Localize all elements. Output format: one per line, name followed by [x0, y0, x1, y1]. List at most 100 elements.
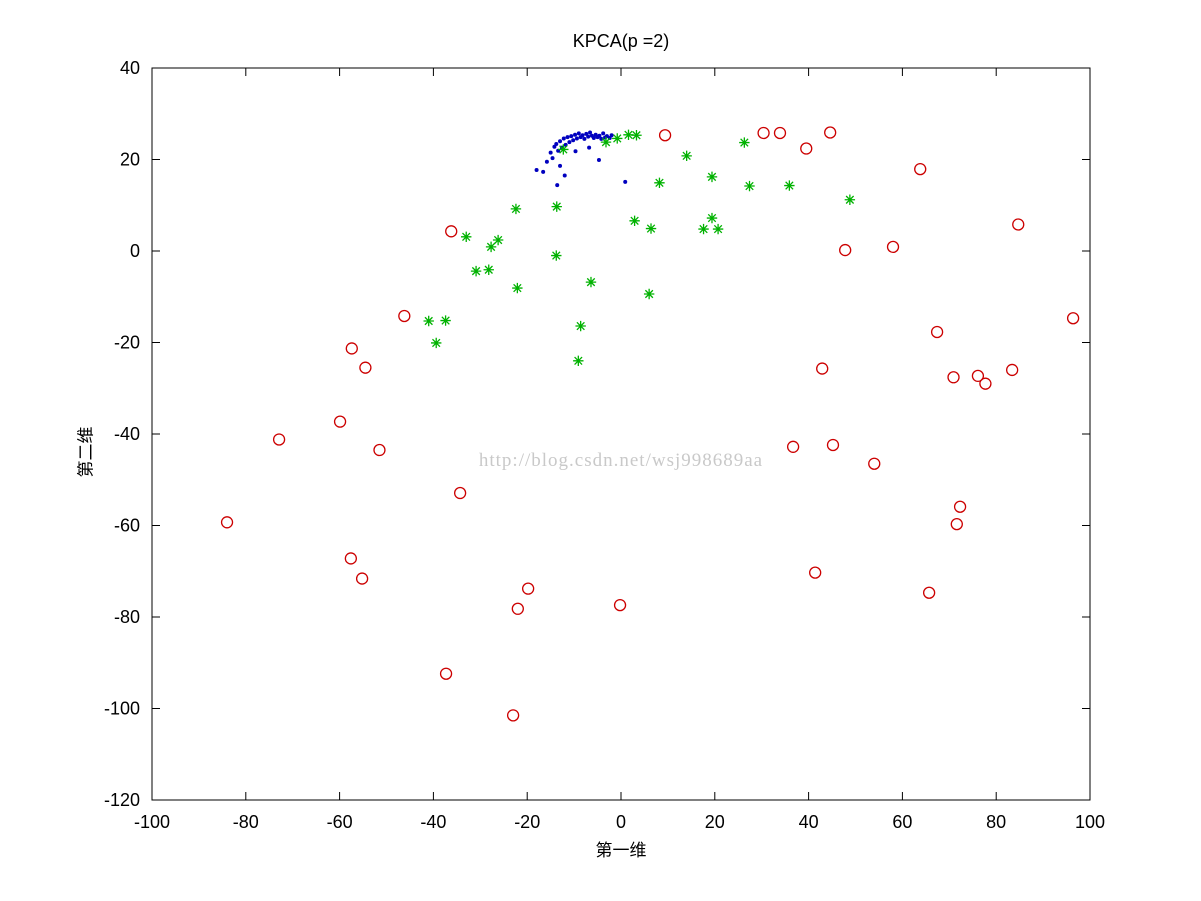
data-point-red-circles: [511, 602, 524, 615]
data-point-blue-dots: [580, 133, 585, 138]
y-tick-label: -20: [114, 333, 140, 353]
data-point-red-circles: [824, 126, 837, 139]
data-point-blue-dots: [574, 136, 579, 141]
data-point-blue-dots: [534, 168, 539, 173]
data-point-blue-dots: [596, 157, 601, 162]
data-point-red-circles: [453, 486, 467, 500]
data-point-blue-dots: [573, 149, 578, 154]
data-point-blue-dots: [597, 133, 602, 138]
data-point-blue-dots: [558, 139, 563, 144]
data-point-green-asterisks: [431, 337, 442, 349]
data-point-blue-dots: [550, 156, 555, 161]
data-point-green-asterisks: [483, 264, 494, 275]
data-point-red-circles: [272, 433, 286, 446]
data-point-green-asterisks: [844, 194, 856, 205]
data-point-red-circles: [947, 371, 960, 384]
data-point-blue-dots: [554, 141, 559, 146]
data-point-green-asterisks: [461, 231, 472, 243]
x-tick-label: -20: [514, 812, 540, 832]
data-point-red-circles: [613, 598, 627, 612]
data-point-red-circles: [506, 709, 520, 722]
data-point-red-circles: [1012, 218, 1025, 231]
x-tick-label: 40: [799, 812, 819, 832]
data-point-red-circles: [521, 582, 535, 595]
data-point-green-asterisks: [551, 250, 562, 261]
data-point-red-circles: [930, 325, 944, 339]
data-point-red-circles: [800, 142, 813, 155]
data-point-green-asterisks: [485, 241, 497, 253]
data-point-red-circles: [971, 369, 985, 383]
data-point-green-asterisks: [585, 276, 597, 288]
data-point-green-asterisks: [706, 212, 718, 224]
data-point-red-circles: [757, 126, 770, 140]
data-point-green-asterisks: [600, 136, 612, 148]
data-point-green-asterisks: [631, 130, 642, 141]
data-point-green-asterisks: [712, 223, 724, 235]
y-tick-label: -80: [114, 607, 140, 627]
data-point-blue-dots: [548, 150, 553, 155]
y-tick-label: -60: [114, 516, 140, 536]
data-point-red-circles: [1066, 312, 1080, 325]
data-point-blue-dots: [601, 131, 606, 136]
x-tick-label: 100: [1075, 812, 1105, 832]
x-tick-label: -100: [134, 812, 170, 832]
data-point-blue-dots: [561, 136, 566, 141]
data-point-blue-dots: [569, 134, 574, 139]
data-point-green-asterisks: [575, 320, 586, 332]
y-tick-label: -120: [104, 790, 140, 810]
data-point-red-circles: [922, 586, 936, 599]
data-point-blue-dots: [541, 169, 546, 174]
data-point-blue-dots: [587, 145, 592, 150]
data-point-blue-dots: [565, 135, 570, 140]
data-point-red-circles: [914, 162, 927, 176]
data-point-green-asterisks: [440, 315, 451, 326]
data-point-red-circles: [839, 243, 852, 257]
x-tick-label: -40: [420, 812, 446, 832]
data-point-blue-dots: [558, 163, 563, 168]
data-point-blue-dots: [544, 159, 549, 164]
data-point-green-asterisks: [558, 144, 569, 155]
data-point-green-asterisks: [623, 129, 634, 140]
data-point-green-asterisks: [654, 177, 665, 189]
y-axis-label: 第二维: [76, 426, 96, 478]
data-point-green-asterisks: [698, 223, 709, 235]
data-point-red-circles: [979, 377, 992, 390]
data-point-green-asterisks: [612, 133, 623, 144]
data-point-red-circles: [345, 342, 358, 355]
x-tick-label: -60: [327, 812, 353, 832]
data-point-blue-dots: [562, 173, 567, 178]
data-point-green-asterisks: [512, 282, 523, 294]
x-axis-label: 第一维: [595, 841, 647, 860]
data-point-green-asterisks: [551, 201, 562, 212]
data-point-red-circles: [439, 667, 453, 680]
data-point-red-circles: [809, 566, 822, 579]
data-point-red-circles: [355, 572, 369, 585]
data-point-green-asterisks: [492, 234, 504, 246]
data-point-green-asterisks: [744, 180, 755, 192]
x-tick-label: 0: [616, 812, 626, 832]
data-point-red-circles: [773, 126, 787, 140]
data-point-blue-dots: [576, 131, 581, 136]
data-point-green-asterisks: [573, 355, 584, 366]
data-point-blue-dots: [555, 183, 560, 188]
data-point-blue-dots: [588, 130, 593, 135]
y-tick-label: 20: [120, 150, 140, 170]
data-point-red-circles: [1005, 363, 1019, 377]
data-point-green-asterisks: [784, 180, 795, 191]
data-point-red-circles: [398, 309, 411, 323]
data-point-green-asterisks: [681, 150, 692, 162]
data-point-green-asterisks: [645, 223, 657, 234]
chart-title: KPCA(p =2): [572, 31, 670, 51]
data-point-red-circles: [786, 440, 800, 453]
data-point-red-circles: [658, 129, 672, 142]
data-point-blue-dots: [586, 134, 591, 139]
data-point-blue-dots: [567, 140, 572, 145]
data-point-red-circles: [359, 361, 372, 374]
data-point-red-circles: [826, 438, 840, 452]
watermark-text: http://blog.csdn.net/wsj998689aa: [478, 450, 764, 471]
data-point-blue-dots: [623, 179, 628, 184]
data-point-blue-dots: [573, 132, 578, 137]
y-tick-label: -100: [104, 699, 140, 719]
data-point-blue-dots: [591, 135, 596, 140]
